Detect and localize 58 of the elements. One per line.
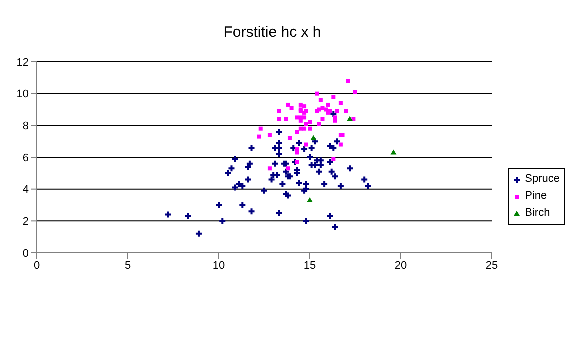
point [346,79,350,84]
point [326,102,330,107]
point [307,197,313,202]
legend-label: Pine [525,189,548,204]
point [268,133,272,138]
point [333,118,338,123]
chart-title: Forstitie hc x h [222,24,322,41]
point [347,116,354,122]
y-tick-label: 0 [22,248,29,260]
point [302,116,307,120]
point [315,92,320,96]
point [338,101,343,106]
point [302,104,307,109]
point [310,135,317,140]
point [335,109,340,114]
point [286,102,290,107]
point [332,157,336,162]
point [277,117,282,122]
point [277,109,282,114]
point [318,98,323,102]
point [354,90,358,94]
point [338,142,343,147]
y-tick-label: 6 [22,152,29,164]
y-tick-label: 4 [22,184,29,196]
x-tick-label: 10 [212,260,226,272]
point [268,166,272,171]
point [295,150,300,155]
point [304,142,308,147]
x-tick-label: 0 [34,260,40,272]
point [295,130,300,134]
point [290,106,294,110]
x-tick-label: 15 [304,260,316,272]
point [286,166,290,171]
point [320,106,325,110]
y-tick-label: 2 [22,216,29,228]
point [308,126,312,131]
point [258,126,263,131]
point [344,109,348,114]
point [317,122,322,126]
y-tick-label: 12 [16,56,29,69]
point [390,150,397,155]
y-tick-label: 8 [22,120,29,133]
legend-label: Birch [525,206,550,221]
x-tick-label: 5 [124,260,132,272]
point [257,134,262,139]
point [284,117,288,122]
point [302,126,307,131]
point [288,136,292,140]
x-tick-label: 20 [394,260,408,272]
point [332,95,336,100]
legend-label: Spruce [525,172,560,187]
y-tick-label: 10 [16,88,29,101]
point [308,120,312,124]
point [295,160,300,164]
x-tick-label: 25 [486,260,498,272]
point [304,122,308,126]
point [298,102,303,107]
point [320,117,325,122]
